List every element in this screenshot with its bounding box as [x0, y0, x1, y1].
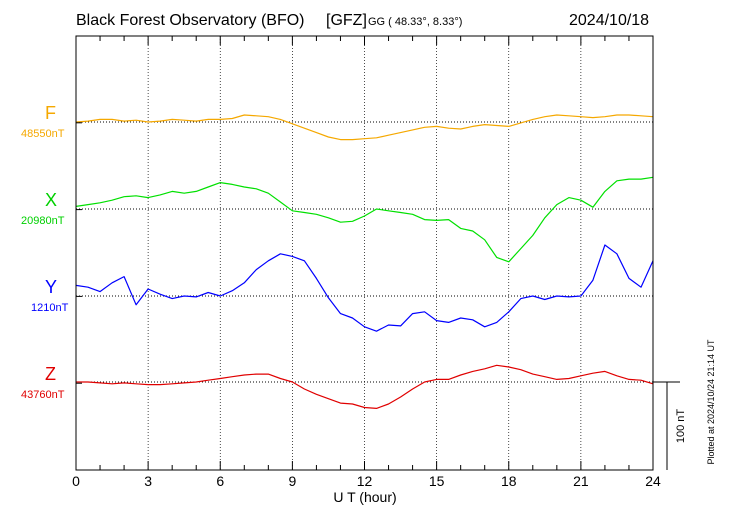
series-label-z: Z [45, 364, 56, 384]
x-tick-label: 21 [573, 473, 589, 489]
x-tick-label: 3 [144, 473, 152, 489]
baseline-label-y: 1210nT [31, 302, 69, 314]
grid-lines [147, 36, 582, 470]
x-tick-label: 15 [429, 473, 445, 489]
x-tick-label: 18 [501, 473, 517, 489]
series-label-x: X [45, 190, 58, 210]
series-line-z [76, 364, 654, 409]
series-line-f [75, 114, 654, 141]
observatory-coordinates: GG ( 48.33°, 8.33°) [368, 16, 463, 28]
x-tick-label: 24 [645, 473, 661, 489]
x-tick-label: 9 [288, 473, 296, 489]
data-source: [GFZ] [326, 12, 367, 29]
x-tick-label: 0 [72, 473, 80, 489]
chart-date: 2024/10/18 [569, 12, 650, 29]
series-line-x [75, 176, 654, 263]
observatory-title: Black Forest Observatory (BFO) [76, 12, 305, 29]
baseline-label-f: 48550nT [21, 128, 65, 140]
x-axis-ticks: 0 3 6 9 12 15 18 21 24 [72, 35, 661, 489]
series-label-f: F [45, 103, 56, 123]
baseline-label-x: 20980nT [21, 215, 65, 227]
scale-bar-label: 100 nT [675, 409, 687, 444]
baseline-label-z: 43760nT [21, 389, 65, 401]
x-tick-label: 6 [216, 473, 224, 489]
x-axis-label: U T (hour) [333, 489, 396, 505]
scale-bar: 100 nT [653, 381, 687, 470]
plotted-timestamp: Plotted at 2024/10/24 21:14 UT [706, 339, 716, 465]
series-lines [75, 114, 654, 409]
series-label-y: Y [45, 277, 58, 297]
series-line-y [75, 244, 654, 332]
x-tick-label: 12 [357, 473, 373, 489]
